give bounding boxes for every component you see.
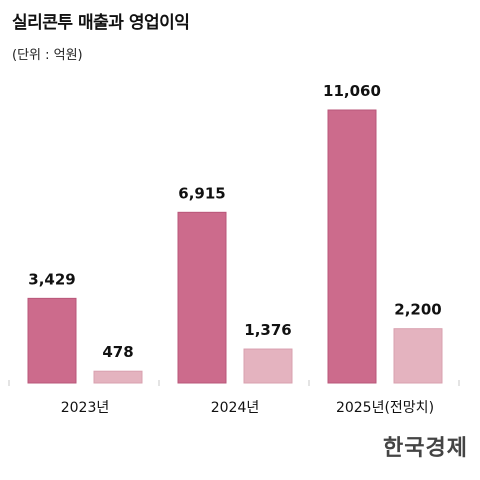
- bar-profit-1: [243, 348, 293, 384]
- data-label-revenue-1: 6,915: [178, 184, 225, 202]
- bar-revenue-0: [27, 297, 77, 384]
- data-label-revenue-2: 11,060: [323, 82, 381, 100]
- bar-profit-2: [393, 328, 443, 384]
- bar-revenue-2: [327, 109, 377, 384]
- x-tick-label-2: 2025년(전망치): [336, 400, 434, 416]
- bar-revenue-1: [177, 211, 227, 384]
- x-tick-label-0: 2023년: [61, 400, 110, 416]
- bar-chart: 3,429 478 2023년 6,915 1,376 2024년 11,060 2,200 2…: [8, 82, 460, 416]
- data-label-profit-1: 1,376: [244, 321, 291, 339]
- data-label-revenue-0: 3,429: [28, 270, 75, 288]
- x-tick-label-1: 2024년: [211, 400, 260, 416]
- data-label-profit-2: 2,200: [394, 301, 441, 319]
- unit-label: (단위 : 억원): [12, 48, 83, 63]
- bar-profit-0: [93, 370, 143, 384]
- page-title: 실리콘투 매출과 영업이익: [12, 13, 190, 33]
- brand-logo: 한국경제: [383, 435, 468, 461]
- data-label-profit-0: 478: [102, 343, 133, 361]
